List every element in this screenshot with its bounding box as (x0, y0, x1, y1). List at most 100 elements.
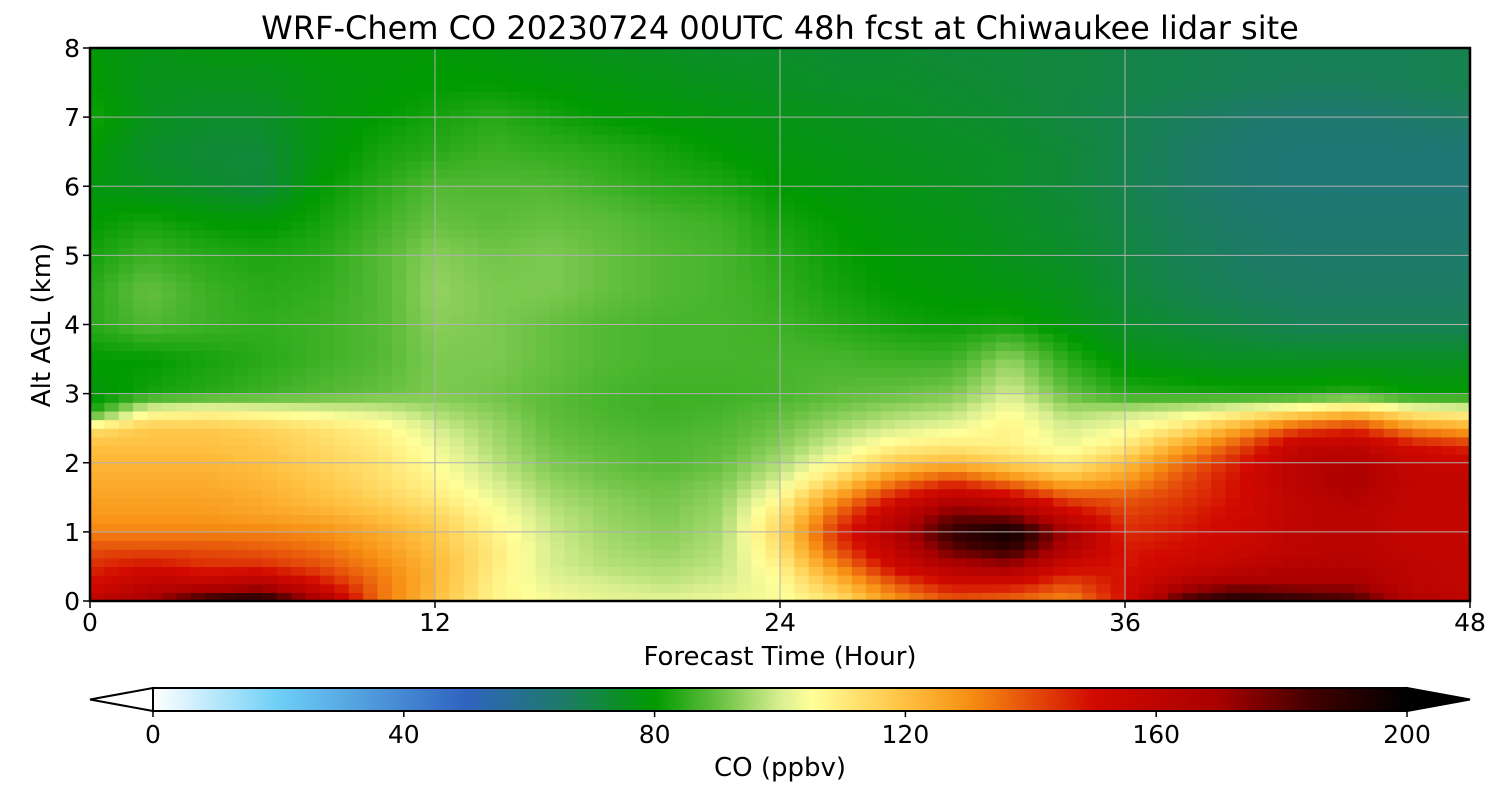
heatmap-cell (176, 454, 192, 464)
heatmap-cell (578, 341, 594, 352)
heatmap-cell (104, 203, 120, 213)
heatmap-cell (334, 359, 350, 369)
heatmap-cell (420, 531, 436, 542)
heatmap-cell (320, 480, 335, 490)
heatmap-cell (851, 324, 867, 334)
heatmap-cell (636, 410, 652, 421)
heatmap-cell (880, 272, 896, 282)
heatmap-cell (435, 341, 450, 352)
heatmap-cell (90, 307, 105, 317)
heatmap-cell (1254, 384, 1270, 395)
heatmap-cell (1081, 229, 1097, 239)
heatmap-cell (1283, 376, 1299, 386)
heatmap-cell (305, 531, 321, 542)
heatmap-cell (506, 592, 522, 601)
heatmap-cell (262, 410, 278, 421)
heatmap-cell (1369, 289, 1385, 300)
heatmap-cell (377, 289, 393, 300)
heatmap-cell (1168, 229, 1184, 239)
heatmap-cell (607, 151, 623, 161)
heatmap-cell (593, 428, 609, 438)
heatmap-cell (219, 168, 235, 179)
heatmap-cell (334, 315, 350, 326)
heatmap-cell (593, 212, 609, 222)
heatmap-cell (1254, 194, 1270, 205)
heatmap-cell (1153, 264, 1169, 274)
heatmap-cell (794, 575, 810, 585)
heatmap-cell (1081, 514, 1097, 524)
heatmap-cell (176, 436, 192, 447)
heatmap-cell (909, 410, 925, 421)
heatmap-cell (1081, 160, 1097, 170)
heatmap-cell (118, 298, 134, 308)
heatmap-cell (837, 168, 853, 179)
heatmap-cell (966, 151, 982, 161)
heatmap-cell (1383, 203, 1399, 213)
heatmap-cell (866, 514, 882, 524)
heatmap-cell (938, 376, 954, 386)
heatmap-cell (506, 462, 522, 472)
heatmap-cell (334, 289, 350, 300)
heatmap-cell (1355, 307, 1370, 317)
heatmap-cell (995, 592, 1011, 601)
heatmap-cell (1383, 514, 1399, 524)
heatmap-cell (435, 272, 450, 282)
heatmap-cell (133, 557, 149, 568)
heatmap-cell (722, 281, 738, 291)
heatmap-cell (1383, 540, 1399, 550)
heatmap-cell (291, 324, 307, 334)
heatmap-cell (320, 307, 335, 317)
heatmap-cells (90, 48, 1470, 601)
heatmap-cell (981, 151, 997, 161)
heatmap-cell (1182, 203, 1198, 213)
heatmap-cell (133, 384, 149, 395)
heatmap-cell (1426, 194, 1442, 205)
heatmap-cell (133, 160, 149, 170)
heatmap-cell (305, 402, 321, 412)
heatmap-cell (118, 566, 134, 576)
heatmap-cell (751, 177, 767, 187)
heatmap-cell (205, 540, 220, 550)
heatmap-cell (1455, 376, 1470, 386)
heatmap-cell (1311, 367, 1327, 377)
heatmap-cell (736, 393, 752, 403)
heatmap-cell (1096, 333, 1112, 343)
heatmap-cell (1182, 281, 1198, 291)
heatmap-cell (463, 436, 479, 447)
heatmap-cell (1225, 393, 1241, 403)
heatmap-cell (1211, 410, 1227, 421)
heatmap-cell (736, 575, 752, 585)
heatmap-cell (420, 359, 436, 369)
heatmap-cell (981, 160, 997, 170)
heatmap-cell (1311, 592, 1327, 601)
heatmap-cell (780, 557, 795, 568)
heatmap-cell (478, 384, 494, 395)
heatmap-cell (909, 203, 925, 213)
heatmap-cell (1211, 350, 1227, 360)
heatmap-cell (966, 168, 982, 179)
heatmap-cell (1096, 255, 1112, 265)
heatmap-cell (104, 566, 120, 576)
heatmap-cell (1441, 454, 1457, 464)
heatmap-cell (679, 238, 695, 248)
heatmap-cell (665, 324, 680, 334)
heatmap-cell (535, 514, 551, 524)
heatmap-cell (665, 505, 680, 516)
heatmap-cell (1369, 246, 1385, 256)
heatmap-cell (190, 359, 206, 369)
heatmap-cell (923, 203, 939, 213)
heatmap-cell (751, 566, 767, 576)
heatmap-cell (880, 428, 896, 438)
heatmap-cell (952, 436, 968, 447)
heatmap-cell (1096, 471, 1112, 481)
heatmap-cell (1455, 557, 1470, 568)
heatmap-cell (679, 540, 695, 550)
heatmap-cell (1024, 281, 1040, 291)
heatmap-cell (880, 298, 896, 308)
heatmap-cell (938, 177, 954, 187)
heatmap-cell (679, 531, 695, 542)
heatmap-cell (334, 151, 350, 161)
heatmap-cell (1110, 341, 1126, 352)
heatmap-cell (161, 566, 177, 576)
heatmap-cell (1254, 583, 1270, 593)
